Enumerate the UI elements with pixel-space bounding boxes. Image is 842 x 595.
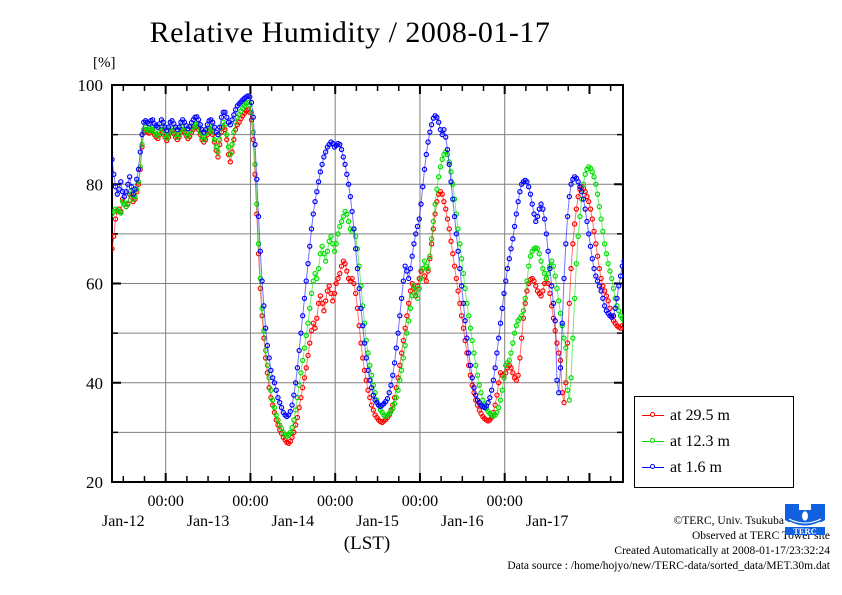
legend-swatch-12-3m (642, 436, 664, 448)
x-tick-date-label: Jan-17 (526, 513, 569, 530)
y-axis-tick-labels: 20 40 60 80 100 (78, 76, 104, 492)
footer-credits: ©TERC, Univ. Tsukuba Observed at TERC To… (420, 514, 830, 574)
x-tick-time-label: 00:00 (402, 493, 438, 510)
created-line: Created Automatically at 2008-01-17/23:3… (614, 545, 830, 557)
legend-swatch-29-5m (642, 410, 664, 422)
page-title: Relative Humidity / 2008-01-17 (149, 16, 551, 49)
x-tick-time-label: 00:00 (317, 493, 353, 510)
legend-item-1-6m: at 1.6 m (635, 455, 793, 481)
data-series-group (112, 93, 623, 446)
y-tick-label: 100 (78, 76, 104, 95)
y-tick-label: 60 (86, 275, 103, 294)
x-tick-date-label: Jan-16 (441, 513, 484, 530)
x-tick-time-label: 00:00 (232, 493, 268, 510)
x-tick-time-label: 00:00 (486, 493, 522, 510)
x-tick-date-label: Jan-13 (187, 513, 230, 530)
legend-swatch-1-6m (642, 462, 664, 474)
data-series (112, 93, 623, 420)
x-tick-date-label: Jan-12 (102, 513, 145, 530)
legend-label-29-5m: at 29.5 m (670, 407, 730, 424)
y-axis-unit-label: [%] (93, 55, 116, 71)
plot-frame (111, 84, 624, 483)
copyright-line: ©TERC, Univ. Tsukuba (673, 515, 784, 527)
legend-label-12-3m: at 12.3 m (670, 433, 730, 450)
x-axis-label: (LST) (343, 533, 391, 554)
y-tick-label: 40 (86, 374, 103, 393)
y-tick-label: 80 (86, 175, 103, 194)
legend-item-29-5m: at 29.5 m (635, 403, 793, 429)
legend-label-1-6m: at 1.6 m (670, 459, 722, 476)
y-tick-label: 20 (86, 473, 103, 492)
legend: at 29.5 m at 12.3 m at 1.6 m (634, 396, 794, 488)
terc-logo-text: TERC (793, 526, 817, 536)
gridlines (112, 85, 623, 482)
x-tick-date-label: Jan-14 (271, 513, 314, 530)
data-source-line: Data source : /home/hojyo/new/TERC-data/… (507, 560, 830, 572)
terc-logo: TERC (785, 504, 825, 536)
x-tick-time-label: 00:00 (147, 493, 183, 510)
x-tick-date-label: Jan-15 (356, 513, 399, 530)
legend-item-12-3m: at 12.3 m (635, 429, 793, 455)
observed-line: Observed at TERC Tower site (691, 530, 830, 542)
